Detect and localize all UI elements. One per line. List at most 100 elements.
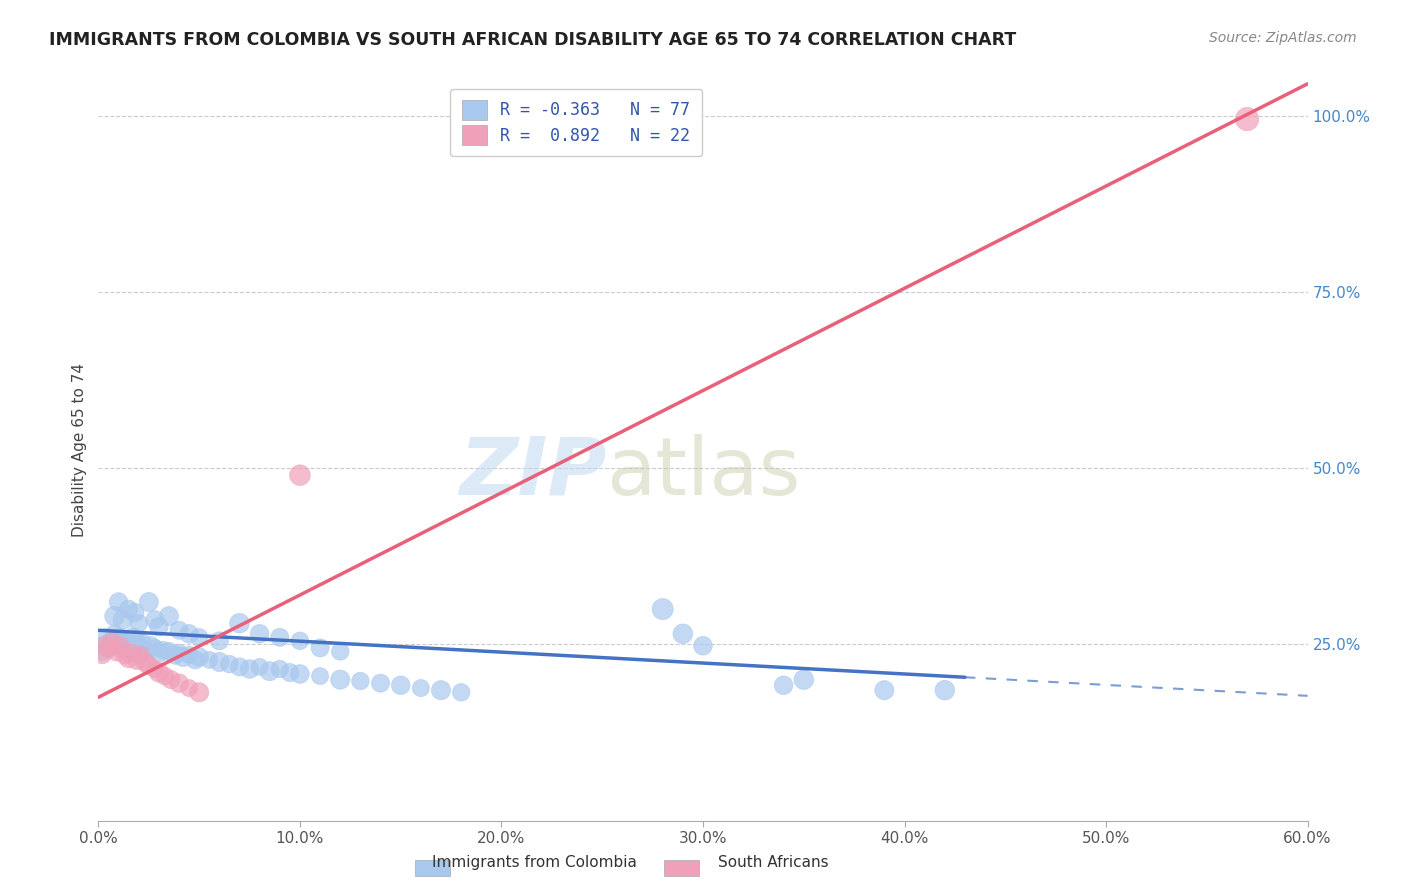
Legend: R = -0.363   N = 77, R =  0.892   N = 22: R = -0.363 N = 77, R = 0.892 N = 22 — [450, 88, 702, 156]
Point — [118, 602, 141, 616]
Point — [167, 676, 190, 690]
Point — [101, 633, 124, 648]
Point — [218, 657, 240, 672]
Point — [239, 662, 262, 676]
Text: ZIP: ZIP — [458, 434, 606, 512]
Point — [121, 630, 143, 644]
Point — [430, 683, 453, 698]
Point — [125, 633, 148, 648]
Point — [143, 613, 166, 627]
Point — [110, 630, 132, 644]
Point — [269, 630, 291, 644]
Point — [96, 630, 118, 644]
Point — [157, 609, 180, 624]
Point — [134, 655, 156, 669]
Point — [163, 648, 186, 662]
Point — [288, 633, 311, 648]
Point — [278, 665, 301, 680]
Point — [228, 616, 250, 631]
Point — [389, 678, 412, 692]
Point — [167, 646, 190, 660]
Point — [157, 644, 180, 658]
Point — [208, 655, 231, 669]
Point — [100, 633, 122, 648]
Y-axis label: Disability Age 65 to 74: Disability Age 65 to 74 — [72, 363, 87, 538]
Point — [97, 640, 120, 655]
Point — [672, 627, 695, 641]
Point — [1236, 112, 1258, 126]
Point — [873, 683, 896, 698]
Point — [152, 643, 174, 657]
Point — [450, 685, 472, 699]
Point — [249, 660, 271, 674]
Point — [148, 620, 170, 634]
Point — [188, 650, 211, 665]
Point — [309, 669, 332, 683]
Point — [111, 640, 134, 655]
Point — [409, 681, 432, 695]
Point — [153, 669, 176, 683]
Point — [93, 639, 115, 653]
Point — [309, 640, 332, 655]
Point — [148, 646, 170, 660]
Point — [105, 632, 128, 646]
Point — [370, 676, 392, 690]
Point — [138, 595, 160, 609]
Point — [184, 653, 207, 667]
Point — [934, 683, 956, 698]
Point — [349, 673, 371, 688]
Text: atlas: atlas — [606, 434, 800, 512]
Point — [772, 678, 794, 692]
Text: South Africans: South Africans — [718, 855, 828, 870]
Point — [91, 648, 114, 662]
Point — [114, 648, 136, 662]
Point — [128, 639, 150, 653]
Text: IMMIGRANTS FROM COLOMBIA VS SOUTH AFRICAN DISABILITY AGE 65 TO 74 CORRELATION CH: IMMIGRANTS FROM COLOMBIA VS SOUTH AFRICA… — [49, 31, 1017, 49]
Point — [111, 613, 134, 627]
Point — [93, 637, 115, 651]
Point — [179, 627, 201, 641]
Point — [101, 639, 124, 653]
Point — [132, 636, 155, 650]
Point — [128, 616, 150, 631]
Point — [135, 644, 157, 658]
Point — [110, 639, 132, 653]
Point — [793, 673, 815, 687]
Point — [91, 644, 114, 658]
Point — [115, 639, 138, 653]
Point — [121, 646, 143, 660]
Point — [228, 660, 250, 674]
Text: Immigrants from Colombia: Immigrants from Colombia — [432, 855, 637, 870]
Text: Source: ZipAtlas.com: Source: ZipAtlas.com — [1209, 31, 1357, 45]
Point — [329, 673, 352, 687]
Point — [179, 648, 201, 662]
Point — [208, 633, 231, 648]
Point — [129, 648, 152, 662]
Point — [249, 627, 271, 641]
Point — [143, 640, 166, 655]
Point — [118, 651, 141, 665]
Point — [172, 650, 194, 665]
Point — [692, 639, 714, 653]
Point — [148, 665, 170, 680]
Point — [107, 595, 129, 609]
Point — [118, 646, 141, 660]
Point — [124, 606, 146, 620]
Point — [138, 658, 160, 673]
Point — [105, 644, 128, 658]
Point — [188, 685, 211, 699]
Point — [107, 636, 129, 650]
Point — [139, 639, 162, 653]
Point — [103, 609, 125, 624]
Point — [269, 662, 291, 676]
Point — [97, 640, 120, 655]
Point — [198, 653, 221, 667]
Point — [125, 653, 148, 667]
Point — [103, 627, 125, 641]
Point — [143, 662, 166, 676]
Point — [179, 681, 201, 695]
Point — [259, 664, 281, 678]
Point — [160, 673, 183, 687]
Point — [288, 667, 311, 681]
Point — [124, 640, 146, 655]
